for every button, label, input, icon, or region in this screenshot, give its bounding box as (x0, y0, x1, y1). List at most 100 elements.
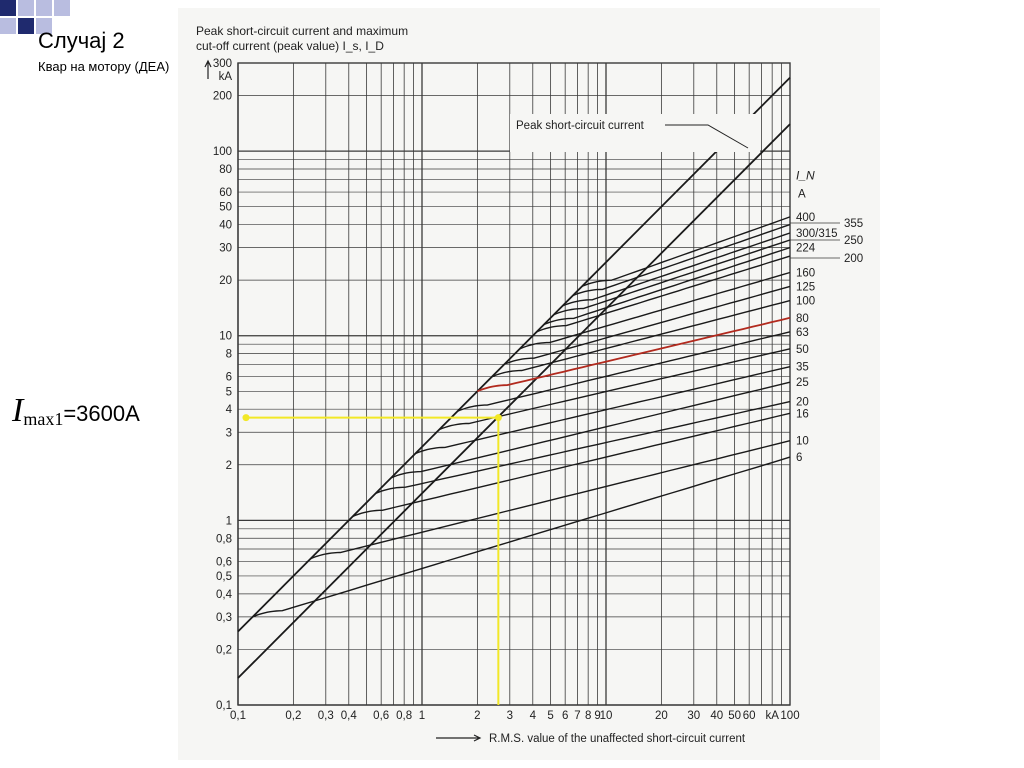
y-tick-label: 60 (219, 187, 232, 199)
x-tick-label: 4 (530, 710, 537, 722)
chart-grid (237, 62, 791, 706)
chart-title-line1: Peak short-circuit current and maximum (196, 24, 408, 38)
fuse-curve-100 (491, 299, 791, 378)
fuse-curve-63 (457, 331, 791, 412)
fuse-curve-50 (438, 348, 791, 431)
y-tick-label: 40 (219, 220, 232, 232)
chart-panel: Peak short-circuit current and maximum cu… (178, 8, 880, 760)
x-tick-label: 0,4 (341, 710, 358, 722)
fuse-curve-16 (352, 412, 791, 518)
x-tick-label: 100 (780, 710, 799, 722)
y-tick-label: 0,6 (216, 556, 232, 568)
fuse-curve-10 (310, 440, 791, 560)
x-tick-label: 40 (710, 710, 723, 722)
peak-lines (237, 76, 791, 679)
result-equation: Imax1=3600A (12, 392, 140, 430)
x-tick-label: 60 (743, 710, 756, 722)
decor-square-4 (18, 18, 34, 34)
fuse-label-20: 20 (796, 397, 809, 409)
y-tick-label: 4 (226, 404, 233, 416)
y-tick-label: 20 (219, 275, 232, 287)
x-tick-labels: 0,1 0,2 0,3 0,4 0,6 0,8 1 2 3 4 5 6 7 8 910 20 30 40 50 60 k… (230, 710, 800, 722)
fuse-label-300-315: 300/315 (796, 228, 838, 240)
decor-square-2 (36, 0, 52, 16)
legend-header-symbol: I_N (796, 169, 815, 183)
guide-end-marker (242, 414, 250, 422)
decor-square-1 (18, 0, 34, 16)
legend-header-unit: A (798, 189, 806, 201)
y-tick-label: 80 (219, 164, 232, 176)
peak-line-0 (237, 76, 791, 633)
fuse-curve-300-315 (562, 232, 791, 307)
fuse-label-400: 400 (796, 212, 815, 224)
fuse-curve-35 (415, 366, 791, 455)
x-tick-label: 7 (574, 710, 580, 722)
fuse-curve-400 (581, 216, 791, 288)
fuse-label-50: 50 (796, 344, 809, 356)
y-tick-label: 0,5 (216, 571, 232, 583)
plot-frame (237, 62, 791, 706)
fuse-label-160: 160 (796, 268, 815, 280)
fuse-curve-125 (504, 285, 791, 365)
x-tick-label: 3 (507, 710, 513, 722)
fuse-label-200: 200 (844, 253, 863, 265)
fuse-curve-6 (252, 456, 791, 618)
x-tick-label: 2 (474, 710, 480, 722)
decor-square-6 (0, 18, 16, 34)
fuse-curve-80 (477, 316, 791, 393)
fuse-label-250: 250 (844, 235, 863, 247)
fuse-label-125: 125 (796, 281, 815, 293)
fuse-label-35: 35 (796, 362, 809, 374)
fuse-label-100: 100 (796, 296, 815, 308)
x-tick-label: kA (765, 710, 779, 722)
slide-title: Случај 2 (38, 28, 125, 53)
x-tick-label: 0,1 (230, 710, 246, 722)
x-tick-label: 20 (655, 710, 668, 722)
chart-title-line2: cut-off current (peak value) I_s, I_D (196, 39, 384, 53)
result-value: =3600A (63, 401, 140, 426)
x-tick-label: 0,3 (318, 710, 334, 722)
x-tick-label: 6 (562, 710, 568, 722)
highlight-guides (242, 414, 502, 705)
fuse-label-16: 16 (796, 408, 809, 420)
y-tick-label: 3 (226, 427, 232, 439)
fuse-label-355: 355 (844, 218, 863, 230)
y-tick-labels: 300 200 100 80 60 50 40 30 20 10 8 6 5 4 3 2 1 0,8 0,6 0,5 0… (204, 58, 233, 712)
y-tick-label: 50 (219, 202, 232, 214)
y-tick-label: 0,1 (216, 700, 232, 712)
result-symbol: I (12, 392, 24, 429)
fuse-cutoff-chart: Peak short-circuit current and maximumcu… (196, 24, 863, 745)
fuse-label-224: 224 (796, 243, 816, 255)
x-tick-label: 0,6 (373, 710, 389, 722)
y-tick-label: 1 (226, 515, 232, 527)
y-tick-label: 0,3 (216, 612, 232, 624)
y-tick-label: 8 (226, 349, 232, 361)
y-tick-label: 0,8 (216, 533, 232, 545)
annotation-box (510, 114, 760, 152)
y-axis-arrow (204, 59, 212, 79)
x-tick-label: 50 (728, 710, 741, 722)
x-tick-label: 30 (687, 710, 700, 722)
y-tick-label: 6 (226, 372, 232, 384)
x-tick-label: 10 (600, 710, 613, 722)
y-tick-label: 10 (219, 331, 232, 343)
decor-square-3 (54, 0, 70, 16)
fuse-curve-20 (375, 400, 791, 495)
fuse-curve-160 (519, 271, 791, 350)
x-tick-label: 9 (594, 710, 600, 722)
y-tick-label: 5 (226, 386, 232, 398)
fuse-label-6: 6 (796, 452, 802, 464)
fuse-label-80: 80 (796, 313, 809, 325)
y-tick-label: 300 (213, 58, 232, 70)
fuse-curve-25 (390, 381, 791, 479)
peak-line-1 (237, 123, 791, 679)
slide-decoration (0, 0, 70, 34)
y-tick-label: 0,4 (216, 589, 233, 601)
y-tick-label: 100 (213, 146, 232, 158)
y-tick-label: 200 (213, 91, 232, 103)
y-tick-label: 0,2 (216, 644, 232, 656)
slide-subtitle: Квар на мотору (ДЕА) (38, 59, 170, 74)
fuse-label-10: 10 (796, 436, 809, 448)
decor-square-5 (36, 18, 52, 34)
